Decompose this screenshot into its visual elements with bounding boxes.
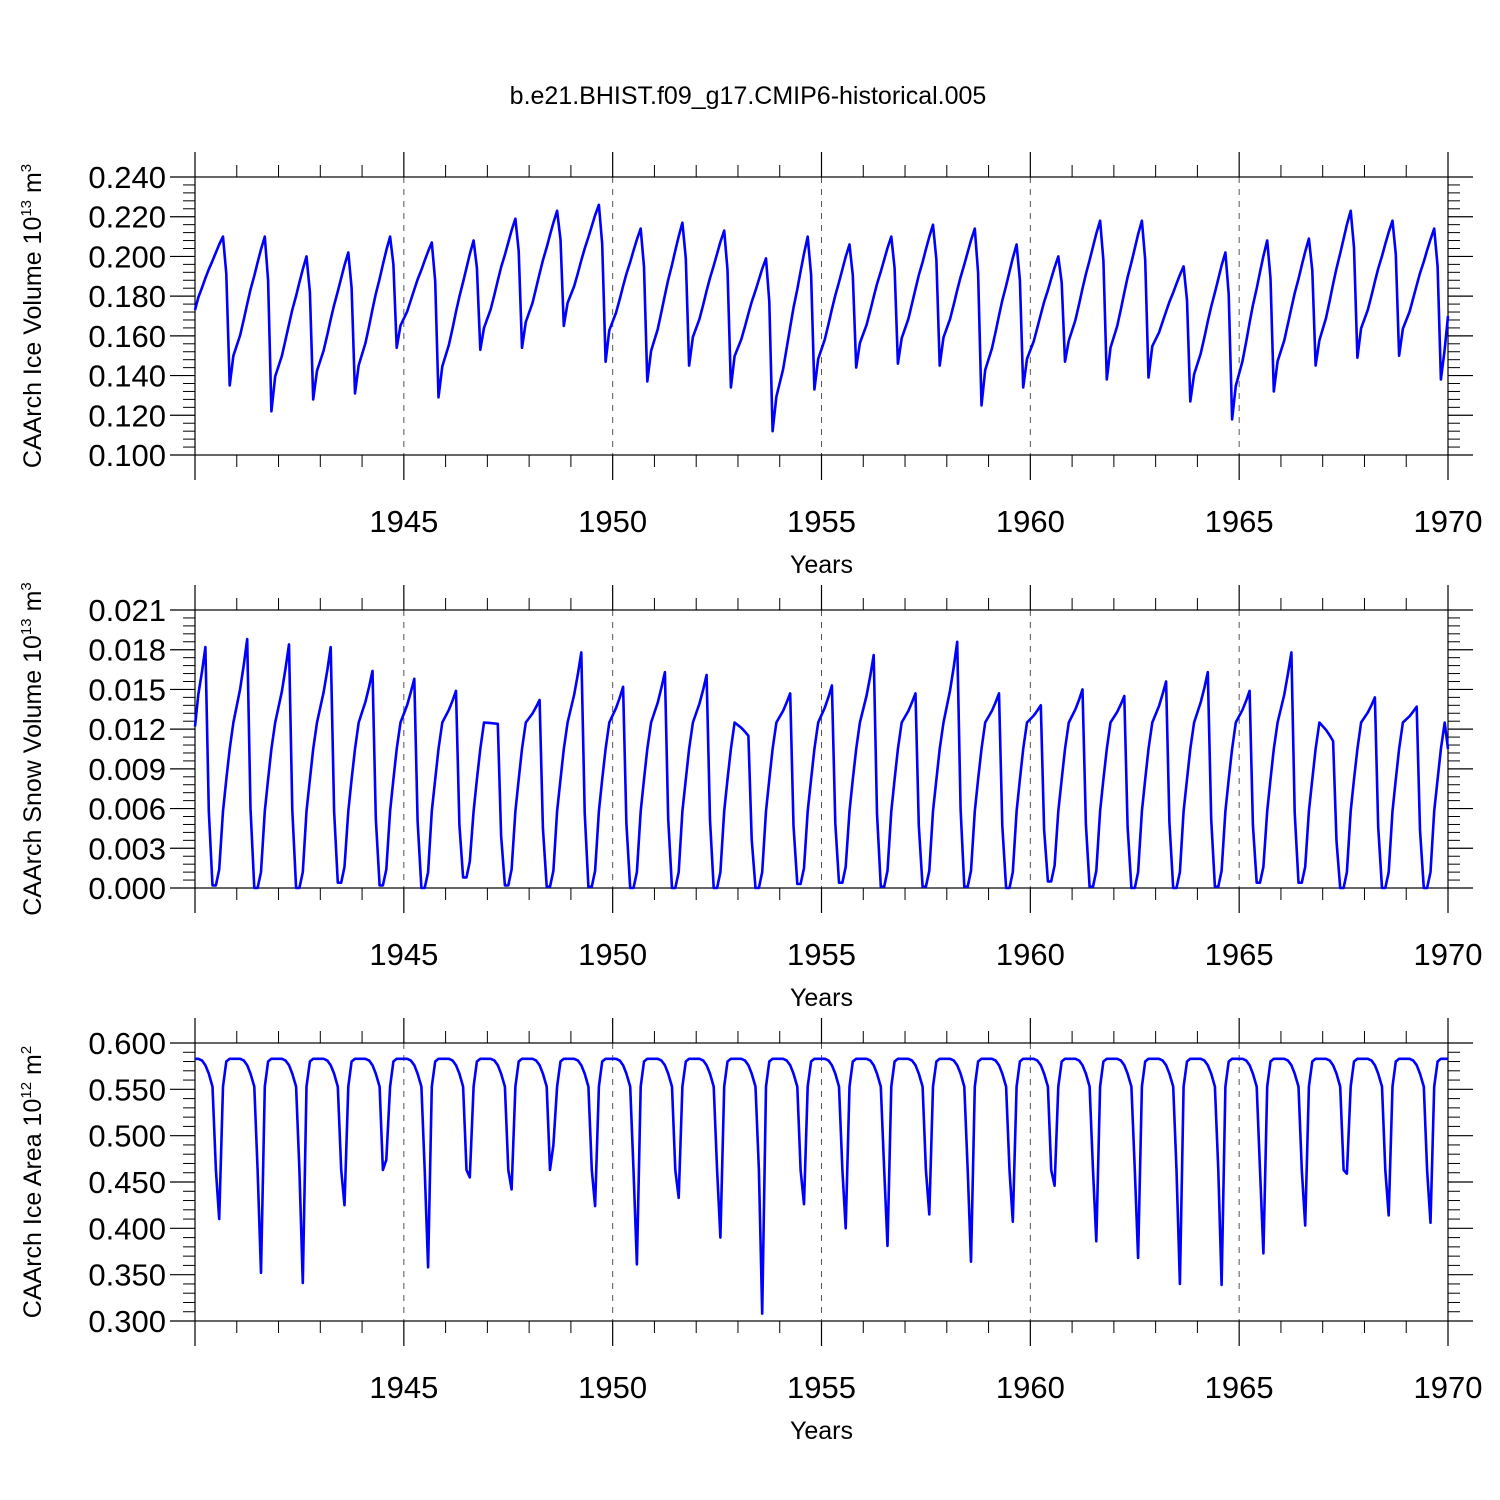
y-tick-label: 0.015 xyxy=(88,672,166,707)
x-tick-label: 1960 xyxy=(996,1370,1065,1405)
x-tick-label: 1970 xyxy=(1414,504,1483,539)
y-tick-label: 0.550 xyxy=(88,1072,166,1107)
series-line xyxy=(193,203,1450,433)
y-tick-label: 0.300 xyxy=(88,1304,166,1339)
x-tick-label: 1945 xyxy=(369,937,438,972)
x-tick-label: 1955 xyxy=(787,504,856,539)
x-tick-label: 1965 xyxy=(1205,1370,1274,1405)
x-tick-label: 1955 xyxy=(787,1370,856,1405)
y-tick-label: 0.160 xyxy=(88,319,166,354)
x-tick-label: 1960 xyxy=(996,504,1065,539)
y-tick-label: 0.012 xyxy=(88,712,166,747)
x-tick-label: 1945 xyxy=(369,504,438,539)
x-tick-label: 1965 xyxy=(1205,504,1274,539)
y-tick-label: 0.100 xyxy=(88,438,166,473)
series-line xyxy=(193,637,1450,890)
x-axis-label: Years xyxy=(790,1417,853,1445)
y-axis-label: CAArch Ice Volume 1013 m3 xyxy=(18,164,47,468)
figure-title: b.e21.BHIST.f09_g17.CMIP6-historical.005 xyxy=(510,82,987,110)
y-tick-label: 0.350 xyxy=(88,1258,166,1293)
panel-ice-volume: 0.100 0.120 0.140 0.160 0.180 0.200 0.220 0.240… xyxy=(18,152,1482,579)
panel-snow-volume: 0.000 0.003 0.006 0.009 0.012 0.015 0.018 0.021… xyxy=(18,582,1482,1012)
x-tick-label: 1965 xyxy=(1205,937,1274,972)
y-tick-label: 0.450 xyxy=(88,1165,166,1200)
x-axis-label: Years xyxy=(790,551,853,579)
x-tick-label: 1945 xyxy=(369,1370,438,1405)
x-tick-label: 1950 xyxy=(578,937,647,972)
y-axis-label: CAArch Ice Area 1012 m2 xyxy=(18,1046,47,1318)
x-tick-label: 1950 xyxy=(578,504,647,539)
x-tick-label: 1955 xyxy=(787,937,856,972)
y-tick-label: 0.006 xyxy=(88,792,166,827)
y-tick-label: 0.140 xyxy=(88,359,166,394)
x-tick-label: 1970 xyxy=(1414,1370,1483,1405)
y-tick-label: 0.200 xyxy=(88,239,166,274)
y-tick-label: 0.000 xyxy=(88,871,166,906)
y-tick-label: 0.220 xyxy=(88,200,166,235)
series-line xyxy=(195,1057,1448,1315)
y-tick-label: 0.180 xyxy=(88,279,166,314)
y-tick-label: 0.003 xyxy=(88,831,166,866)
x-tick-label: 1960 xyxy=(996,937,1065,972)
y-axis-label: CAArch Snow Volume 1013 m3 xyxy=(18,582,47,916)
x-tick-label: 1950 xyxy=(578,1370,647,1405)
y-tick-label: 0.600 xyxy=(88,1026,166,1061)
y-tick-label: 0.120 xyxy=(88,398,166,433)
panel-ice-area: 0.300 0.350 0.400 0.450 0.500 0.550 0.600 1945 1… xyxy=(18,1018,1482,1445)
y-tick-label: 0.240 xyxy=(88,160,166,195)
y-tick-label: 0.021 xyxy=(88,593,166,628)
y-tick-label: 0.009 xyxy=(88,752,166,787)
x-axis-label: Years xyxy=(790,984,853,1012)
y-tick-label: 0.500 xyxy=(88,1119,166,1154)
x-tick-label: 1970 xyxy=(1414,937,1483,972)
y-tick-label: 0.018 xyxy=(88,633,166,668)
y-tick-label: 0.400 xyxy=(88,1211,166,1246)
